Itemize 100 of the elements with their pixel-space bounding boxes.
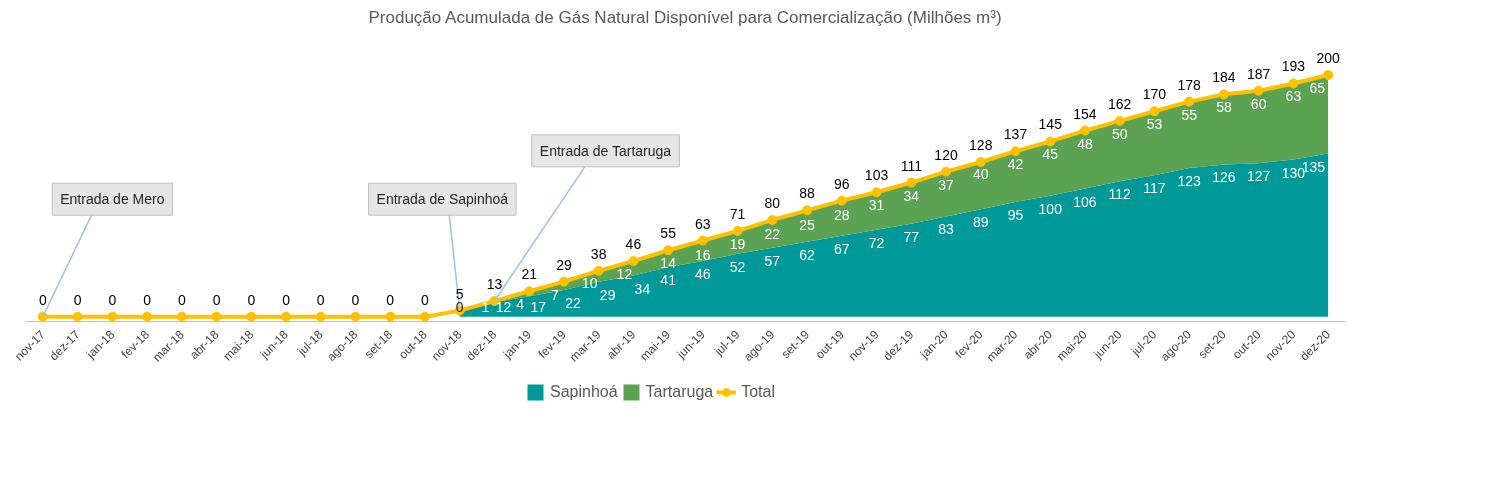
point	[871, 187, 882, 198]
data-label: 12	[495, 298, 512, 315]
data-label: 10	[581, 274, 598, 291]
data-label: 89	[972, 214, 989, 231]
point	[1045, 136, 1056, 147]
data-label: 95	[1007, 206, 1024, 223]
point	[1218, 89, 1229, 100]
data-label: 25	[799, 216, 816, 233]
data-label: 0	[386, 291, 395, 308]
data-label: 0	[177, 291, 186, 308]
data-label: 4	[516, 296, 525, 313]
point	[524, 286, 535, 297]
data-label: 67	[834, 240, 850, 257]
data-label: 0	[73, 291, 82, 308]
data-label: 29	[599, 286, 616, 303]
point	[593, 265, 604, 276]
data-label: 63	[1285, 88, 1302, 105]
data-label: 170	[1142, 86, 1167, 103]
data-label: 200	[1316, 50, 1341, 66]
data-label: 22	[565, 295, 581, 312]
data-label: 52	[729, 258, 746, 275]
point	[628, 256, 639, 267]
data-label: 103	[864, 167, 889, 184]
text: Produção Acumulada de Gás Natural Disponível para Comercialização (Milhões m³)	[368, 7, 1002, 27]
point	[558, 276, 569, 287]
point	[975, 157, 986, 167]
data-label: 0	[212, 291, 221, 308]
point	[211, 311, 222, 322]
point	[663, 245, 674, 256]
point	[767, 215, 778, 225]
data-label: 42	[1007, 156, 1024, 173]
point	[732, 225, 743, 236]
data-label: 12	[616, 266, 633, 283]
data-label: 0	[247, 291, 256, 308]
legend-label: Total	[741, 383, 776, 401]
data-label: 96	[834, 175, 850, 192]
data-label: 145	[1038, 116, 1063, 133]
data-label: 123	[1177, 173, 1202, 190]
data-label: 48	[1077, 135, 1093, 152]
data-label: 31	[868, 197, 885, 214]
point	[107, 311, 118, 322]
data-label: 38	[590, 245, 607, 262]
point	[1288, 78, 1299, 89]
annotation: Entrada de Tartaruga	[539, 142, 672, 159]
data-label: 34	[634, 280, 651, 297]
point	[836, 195, 847, 206]
point	[941, 166, 952, 177]
point	[1149, 106, 1160, 117]
point	[1253, 85, 1264, 96]
point	[72, 311, 83, 322]
point	[1010, 146, 1021, 157]
data-label: 29	[556, 256, 572, 273]
data-label: 40	[972, 165, 989, 182]
data-label: 17	[530, 298, 547, 315]
annotation: Entrada de Mero	[60, 191, 165, 208]
data-label: 0	[421, 291, 430, 308]
data-label: 80	[764, 195, 781, 211]
data-label: 53	[1146, 116, 1163, 133]
point	[906, 177, 917, 188]
data-label: 111	[900, 157, 923, 174]
point	[385, 311, 396, 322]
data-label: 37	[938, 176, 955, 193]
data-label: 154	[1073, 105, 1097, 122]
point	[350, 311, 361, 322]
data-label: 60	[1250, 95, 1267, 112]
data-label: 58	[1216, 99, 1232, 116]
point	[1114, 115, 1125, 126]
data-label: 128	[969, 137, 993, 153]
data-label: 65	[1309, 80, 1326, 96]
annotation: Entrada de Sapinhoá	[376, 191, 509, 208]
data-label: 0	[143, 291, 152, 308]
data-label: 14	[660, 255, 677, 272]
data-label: 83	[938, 221, 955, 238]
data-label: 0	[316, 291, 325, 308]
data-label: 57	[764, 252, 781, 269]
point	[315, 311, 326, 322]
data-label: 178	[1177, 76, 1202, 93]
point	[1079, 125, 1090, 136]
data-label: 19	[729, 235, 746, 252]
data-label: 162	[1108, 95, 1132, 112]
data-label: 13	[486, 275, 503, 292]
data-label: 55	[1181, 106, 1198, 123]
data-label: 0	[38, 291, 47, 308]
point	[176, 311, 187, 322]
legend-label: Sapinhoá	[549, 383, 618, 401]
point	[1184, 96, 1195, 107]
data-label: 5	[455, 285, 464, 302]
data-label: 50	[1111, 125, 1128, 142]
data-label: 21	[521, 266, 538, 283]
data-label: 117	[1143, 180, 1166, 197]
data-label: 100	[1038, 200, 1063, 217]
data-label: 127	[1246, 168, 1271, 185]
point	[37, 311, 48, 322]
data-label: 187	[1246, 65, 1271, 82]
data-label: 112	[1108, 186, 1132, 203]
data-label: 16	[695, 246, 711, 263]
data-label: 22	[764, 226, 781, 243]
data-label: 77	[903, 228, 920, 245]
point	[246, 311, 257, 322]
data-label: 45	[1042, 146, 1059, 163]
